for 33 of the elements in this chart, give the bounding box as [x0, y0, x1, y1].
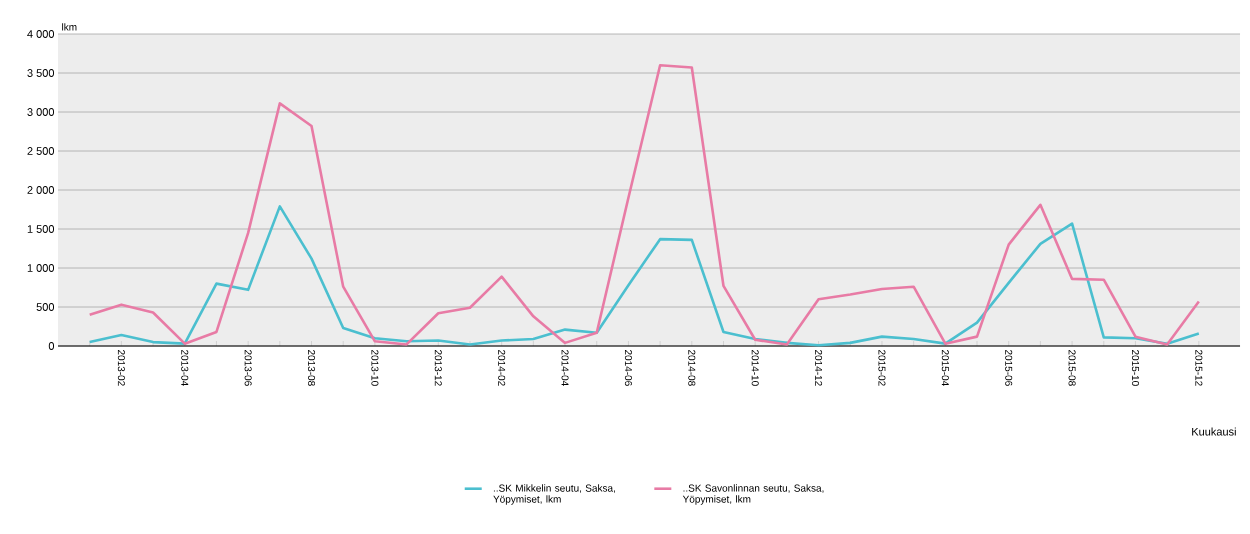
x-axis-title: Kuukausi: [1192, 427, 1236, 436]
x-tick-label: 2014-08: [688, 350, 696, 386]
x-tick-label: 2013-04: [181, 350, 189, 386]
x-tick-label: 2015-10: [1131, 350, 1139, 386]
x-tick-label: 2013-10: [371, 350, 379, 386]
x-tick-label: 2015-12: [1195, 350, 1203, 386]
line-series: [88, 63, 1201, 346]
x-tick-label: 2015-06: [1005, 350, 1013, 386]
x-tick-label: 2014-12: [815, 350, 823, 386]
y-tick-label: 2 000: [27, 186, 55, 194]
x-tick-label: 2015-02: [878, 350, 886, 386]
x-tick-label: 2015-04: [941, 350, 949, 386]
legend-label: ..SK Savonlinnan seutu, Saksa, Yöpymiset, lkm: [682, 484, 824, 505]
x-tick-label: 2014-02: [498, 350, 506, 386]
y-tick-label: 3 000: [27, 108, 55, 116]
y-tick-label: 3 500: [27, 69, 55, 77]
y-tick-label: 500: [36, 303, 55, 311]
legend-label: ..SK Mikkelin seutu, Saksa, Yöpymiset, lkm: [493, 484, 615, 505]
x-tick-label: 2013-02: [117, 350, 125, 386]
x-tick-label: 2013-08: [307, 350, 316, 386]
x-tick-label: 2014-06: [624, 350, 632, 386]
y-tick-label: 0: [48, 342, 55, 350]
x-tick-label: 2015-08: [1068, 350, 1076, 386]
x-tick-label: 2014-10: [751, 350, 759, 386]
x-tick-label: 2013-06: [244, 350, 252, 386]
y-tick-label: 1 500: [27, 225, 55, 233]
x-tick-label: 2013-12: [434, 350, 442, 386]
line-series: [88, 205, 1201, 347]
x-tick-label: 2014-04: [561, 350, 569, 386]
y-tick-label: 4 000: [27, 30, 55, 38]
y-axis-title: lkm: [62, 23, 77, 31]
y-tick-label: 1 000: [27, 264, 55, 272]
y-tick-label: 2 500: [27, 147, 55, 155]
